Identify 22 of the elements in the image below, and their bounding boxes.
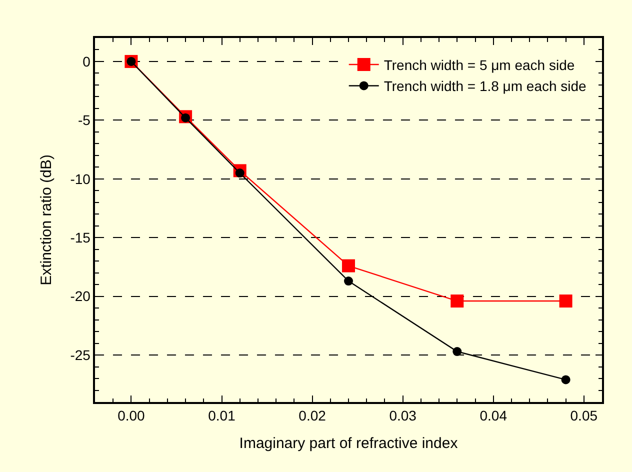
point	[452, 347, 462, 356]
point	[342, 259, 355, 272]
y-tick-label: -20	[70, 288, 91, 304]
x-axis-title: Imaginary part of refractive index	[239, 435, 458, 452]
legend-label: Trench width = 5 μm each side	[384, 56, 575, 73]
x-tick-label: 0.05	[570, 408, 598, 424]
y-tick-label: -10	[70, 170, 91, 187]
x-tick-label: 0.02	[298, 408, 326, 424]
x-tick-label: 0.00	[118, 408, 146, 424]
x-tick-label: 0.03	[389, 408, 417, 424]
point	[450, 294, 464, 308]
y-tick-label: 0	[82, 53, 91, 70]
point	[559, 294, 572, 308]
point	[561, 375, 570, 384]
x-tick-label: 0.04	[480, 408, 508, 424]
x-tick-label: 0.01	[208, 408, 236, 424]
y-tick-label: -5	[78, 112, 91, 128]
y-tick-label: -15	[70, 230, 91, 246]
y-axis-title: Extinction ratio (dB)	[38, 154, 55, 286]
legend-label: Trench width = 1.8 μm each side	[384, 78, 587, 94]
y-tick-label: -25	[70, 346, 91, 363]
point	[344, 276, 353, 286]
